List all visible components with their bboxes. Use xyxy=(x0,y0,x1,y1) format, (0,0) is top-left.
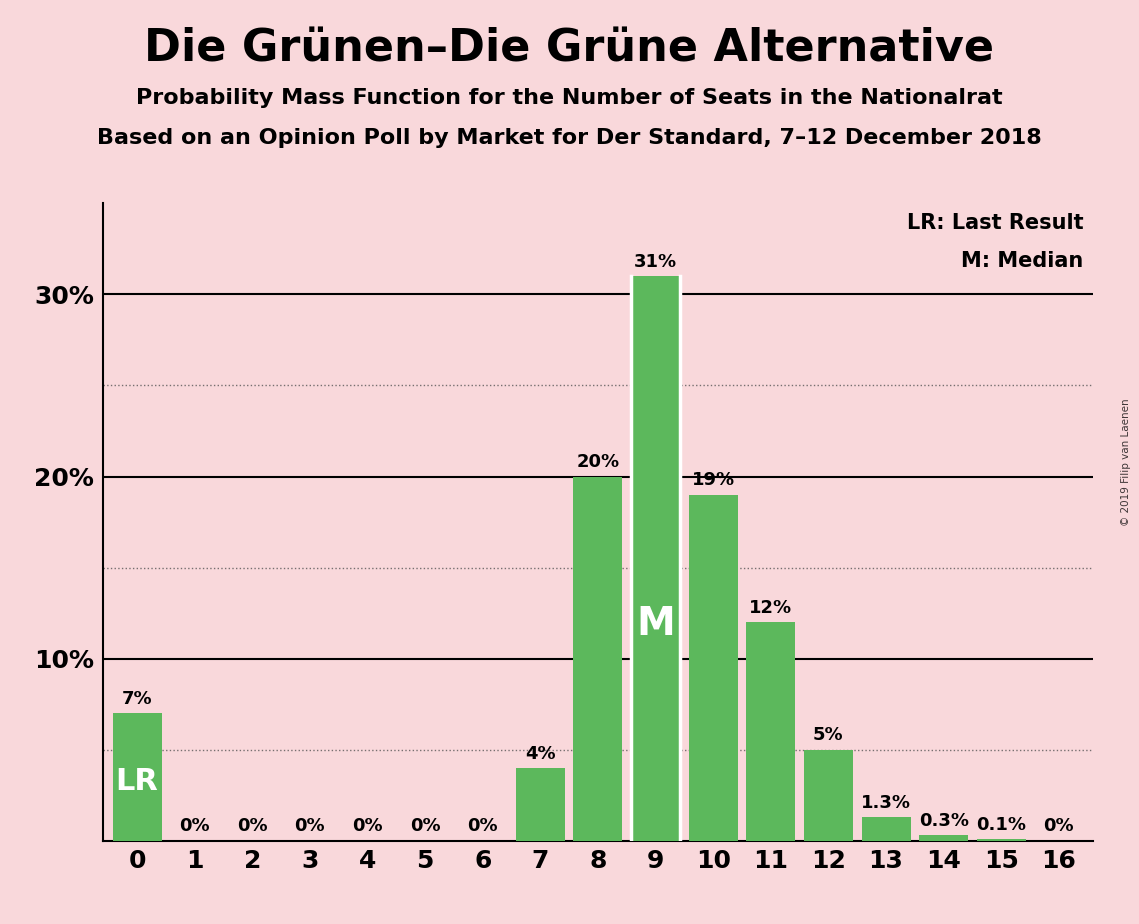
Text: 0.3%: 0.3% xyxy=(919,812,968,830)
Text: 1.3%: 1.3% xyxy=(861,794,911,811)
Bar xyxy=(919,835,968,841)
Text: 0.1%: 0.1% xyxy=(976,816,1026,833)
Text: 7%: 7% xyxy=(122,690,153,708)
Text: 19%: 19% xyxy=(691,471,735,490)
Bar xyxy=(746,622,795,841)
Text: 12%: 12% xyxy=(749,599,793,617)
Text: LR: LR xyxy=(116,767,158,796)
Bar xyxy=(113,713,162,841)
Text: LR: Last Result: LR: Last Result xyxy=(907,213,1083,233)
Bar xyxy=(516,768,565,841)
Text: M: Median: M: Median xyxy=(961,251,1083,271)
Bar xyxy=(804,749,853,841)
Bar xyxy=(574,477,622,841)
Text: © 2019 Filip van Laenen: © 2019 Filip van Laenen xyxy=(1121,398,1131,526)
Text: Die Grünen–Die Grüne Alternative: Die Grünen–Die Grüne Alternative xyxy=(145,28,994,71)
Text: 0%: 0% xyxy=(1043,818,1074,835)
Text: M: M xyxy=(637,605,675,643)
Text: 0%: 0% xyxy=(467,818,498,835)
Text: 0%: 0% xyxy=(179,818,210,835)
Text: 4%: 4% xyxy=(525,745,556,762)
Bar xyxy=(977,839,1026,841)
Bar xyxy=(861,817,910,841)
Text: 0%: 0% xyxy=(237,818,268,835)
Text: 31%: 31% xyxy=(634,252,678,271)
Text: 0%: 0% xyxy=(352,818,383,835)
Text: Based on an Opinion Poll by Market for Der Standard, 7–12 December 2018: Based on an Opinion Poll by Market for D… xyxy=(97,128,1042,148)
Text: Probability Mass Function for the Number of Seats in the Nationalrat: Probability Mass Function for the Number… xyxy=(137,88,1002,108)
Text: 0%: 0% xyxy=(410,818,441,835)
Bar xyxy=(631,276,680,841)
Text: 20%: 20% xyxy=(576,453,620,471)
Text: 0%: 0% xyxy=(295,818,326,835)
Text: 5%: 5% xyxy=(813,726,844,745)
Bar xyxy=(689,494,738,841)
